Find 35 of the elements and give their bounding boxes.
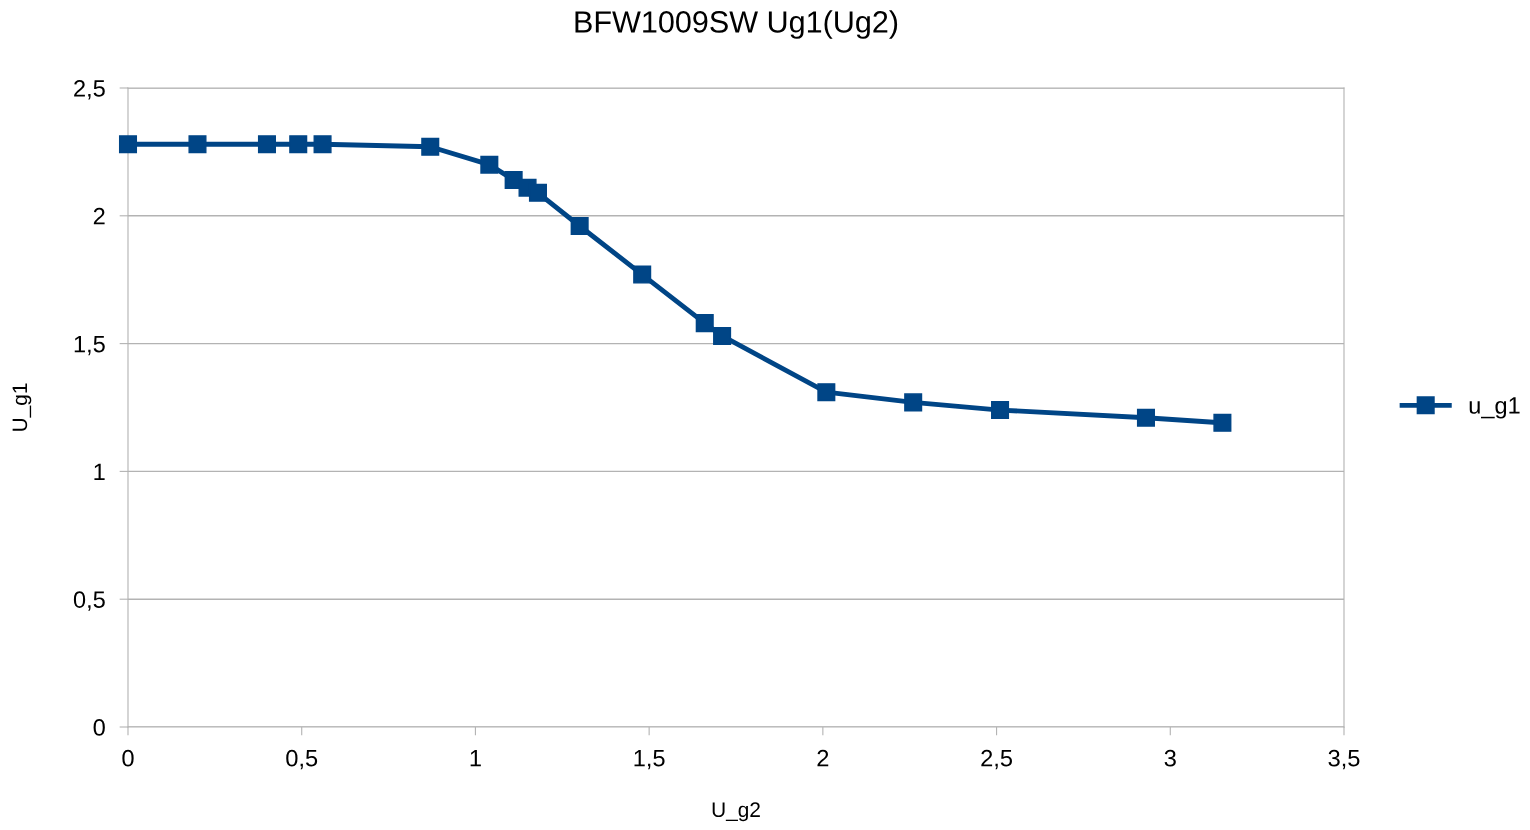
x-axis-title: U_g2 (712, 802, 760, 822)
y-tick-label: 1 (94, 463, 105, 480)
x-tick-label: 2 (817, 749, 829, 767)
x-tick-label: 3,5 (1328, 749, 1360, 770)
point (480, 155, 499, 174)
y-tick-label: 1,5 (74, 335, 105, 356)
x-tick-label: 2,5 (981, 749, 1012, 770)
x-tick-label: 1,5 (634, 750, 665, 770)
y-tick-label: 0,5 (73, 591, 105, 611)
x-tick-label: 0 (122, 749, 134, 767)
point (188, 135, 207, 154)
x-tick-label: 0,5 (286, 749, 318, 770)
x-tick-label: 1 (470, 750, 481, 767)
legend-label: u_g1 (1469, 397, 1520, 419)
point (713, 326, 732, 345)
x-tick-label: 3 (1164, 749, 1176, 767)
point (991, 401, 1010, 420)
chart-title: BFW1009SW Ug1(Ug2) (575, 10, 898, 39)
point (528, 183, 547, 202)
point (1213, 413, 1232, 432)
y-axis-title: U_g1 (12, 383, 32, 431)
point (257, 135, 276, 154)
point (570, 216, 589, 236)
y-tick-label: 2 (93, 207, 105, 225)
point (904, 393, 923, 412)
y-tick-label: 2,5 (74, 80, 105, 100)
point (1136, 408, 1155, 427)
point (118, 135, 138, 154)
point (289, 135, 308, 154)
point (633, 265, 652, 284)
point (313, 135, 332, 154)
point (695, 314, 714, 333)
point (817, 383, 836, 402)
point (421, 137, 440, 156)
y-tick-label: 0 (93, 719, 105, 736)
